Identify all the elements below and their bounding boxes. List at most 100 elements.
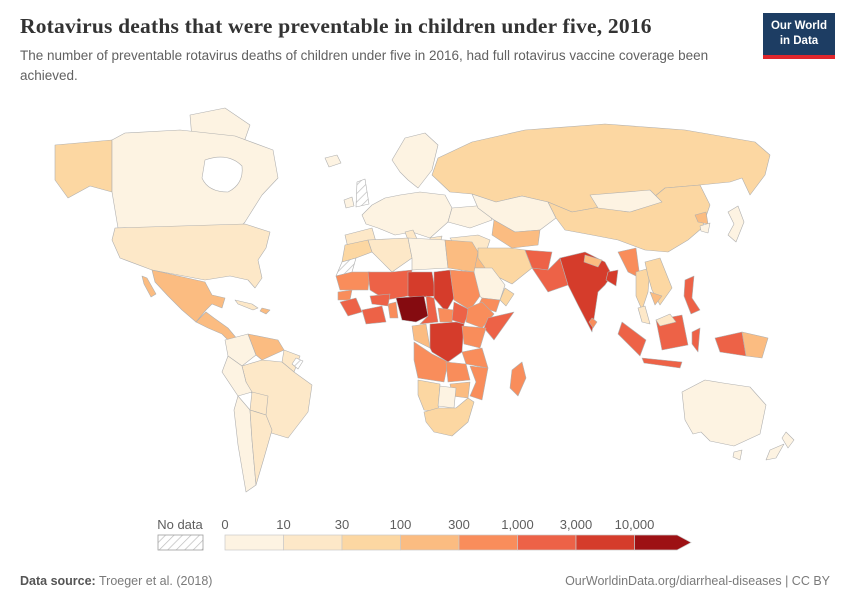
- country-cambodia[interactable]: [649, 291, 663, 306]
- country-central-asia[interactable]: [491, 219, 541, 249]
- legend-tick-100: 100: [390, 517, 412, 532]
- country-ivory-coast-ghana[interactable]: [361, 305, 387, 325]
- country-algeria[interactable]: [367, 237, 413, 273]
- country-vietnam-laos[interactable]: [644, 257, 673, 306]
- country-uganda-kenya[interactable]: [461, 325, 487, 349]
- country-mexico[interactable]: [151, 269, 226, 323]
- country-zambia[interactable]: [445, 361, 471, 383]
- country-new-zealand-north[interactable]: [781, 431, 795, 449]
- country-usa[interactable]: [111, 223, 271, 289]
- legend-bin-1000-3000[interactable]: [517, 534, 577, 551]
- country-oman[interactable]: [499, 287, 515, 307]
- country-egypt[interactable]: [444, 239, 479, 273]
- country-libya[interactable]: [407, 237, 449, 271]
- country-nepal[interactable]: [583, 254, 603, 268]
- country-iceland[interactable]: [324, 154, 342, 168]
- legend-bin-3000-10000[interactable]: [575, 534, 635, 551]
- country-chad[interactable]: [433, 269, 455, 313]
- country-canada[interactable]: [111, 129, 279, 229]
- country-indonesia-java[interactable]: [641, 357, 683, 369]
- country-bangladesh[interactable]: [605, 269, 619, 287]
- country-mexico-baja[interactable]: [141, 275, 157, 298]
- country-hispaniola[interactable]: [259, 307, 271, 315]
- owid-logo-line1: Our World: [770, 20, 827, 32]
- legend-tick-300: 300: [448, 517, 470, 532]
- legend-bin-100-300[interactable]: [400, 534, 460, 551]
- country-angola[interactable]: [413, 341, 449, 383]
- data-source: Data source: Troeger et al. (2018): [20, 574, 212, 588]
- country-indonesia-papua[interactable]: [714, 331, 747, 357]
- chart-footer: Data source: Troeger et al. (2018) OurWo…: [20, 574, 830, 588]
- legend-bin-300-1000[interactable]: [458, 534, 518, 551]
- country-botswana[interactable]: [437, 385, 457, 409]
- country-south-korea[interactable]: [699, 222, 711, 234]
- country-benin-togo[interactable]: [387, 301, 399, 319]
- country-indonesia-sumatra[interactable]: [617, 321, 647, 357]
- country-niger[interactable]: [407, 271, 437, 299]
- data-source-value: Troeger et al. (2018): [95, 574, 213, 588]
- country-indonesia-sulawesi[interactable]: [691, 327, 701, 353]
- country-tasmania[interactable]: [732, 449, 743, 461]
- country-colombia[interactable]: [224, 333, 257, 367]
- country-scandinavia[interactable]: [391, 132, 439, 189]
- country-mongolia[interactable]: [589, 189, 663, 213]
- country-iran[interactable]: [477, 247, 533, 285]
- country-french-guiana[interactable]: [291, 357, 304, 370]
- country-cameroon[interactable]: [419, 295, 439, 325]
- world-map: [54, 107, 795, 493]
- legend-tick-0: 0: [221, 517, 228, 532]
- country-namibia[interactable]: [417, 379, 441, 413]
- map-legend: No data 0 10 30 100 300 1,000 3,000 10,0…: [157, 517, 692, 551]
- country-venezuela[interactable]: [247, 333, 285, 361]
- page-title: Rotavirus deaths that were preventable i…: [20, 14, 652, 38]
- country-madagascar[interactable]: [509, 361, 527, 397]
- country-united-kingdom[interactable]: [355, 178, 370, 208]
- hudson-bay: [201, 156, 243, 193]
- country-mozambique[interactable]: [469, 365, 489, 401]
- country-cuba[interactable]: [234, 299, 259, 311]
- country-papua-new-guinea[interactable]: [741, 331, 769, 359]
- legend-tick-3000: 3,000: [560, 517, 593, 532]
- country-alaska[interactable]: [54, 139, 113, 199]
- country-sri-lanka[interactable]: [588, 317, 598, 329]
- chart-subtitle: The number of preventable rotavirus deat…: [20, 48, 709, 83]
- country-nigeria[interactable]: [395, 295, 429, 323]
- legend-tick-10: 10: [276, 517, 290, 532]
- country-malaysia-borneo[interactable]: [655, 313, 677, 327]
- country-philippines[interactable]: [683, 275, 701, 315]
- country-morocco[interactable]: [341, 239, 373, 263]
- legend-bin-30-100[interactable]: [341, 534, 401, 551]
- legend-bin-0-10[interactable]: [224, 534, 284, 551]
- country-senegal[interactable]: [337, 289, 353, 301]
- legend-no-data-label: No data: [157, 517, 203, 532]
- country-south-africa[interactable]: [423, 397, 475, 437]
- data-source-label: Data source:: [20, 574, 96, 588]
- country-malay-peninsula[interactable]: [637, 305, 651, 325]
- country-central-african-republic[interactable]: [437, 307, 455, 323]
- country-sudan[interactable]: [449, 269, 481, 311]
- country-kazakhstan[interactable]: [471, 193, 557, 233]
- owid-logo[interactable]: Our World in Data: [763, 13, 835, 59]
- owid-logo-line2: in Data: [779, 34, 819, 47]
- country-japan[interactable]: [727, 205, 745, 243]
- legend-tick-30: 30: [335, 517, 349, 532]
- country-india[interactable]: [559, 251, 613, 333]
- legend-tick-1000: 1,000: [501, 517, 534, 532]
- chart-header: Rotavirus deaths that were preventable i…: [0, 0, 850, 85]
- country-dr-congo[interactable]: [429, 321, 465, 363]
- country-argentina[interactable]: [249, 409, 273, 486]
- legend-bin-10000-plus[interactable]: [634, 534, 692, 551]
- country-ireland[interactable]: [343, 196, 355, 209]
- country-burkina-faso[interactable]: [369, 293, 391, 307]
- country-australia[interactable]: [681, 379, 767, 447]
- country-guinea[interactable]: [339, 297, 363, 317]
- country-western-europe[interactable]: [361, 191, 453, 239]
- country-mauritania[interactable]: [335, 271, 371, 291]
- legend-no-data-swatch[interactable]: [157, 534, 204, 551]
- legend-tick-10000: 10,000: [615, 517, 655, 532]
- country-somalia[interactable]: [483, 311, 515, 341]
- country-new-zealand-south[interactable]: [765, 443, 785, 461]
- footer-link[interactable]: OurWorldinData.org/diarrheal-diseases | …: [565, 574, 830, 588]
- legend-bin-10-30[interactable]: [283, 534, 343, 551]
